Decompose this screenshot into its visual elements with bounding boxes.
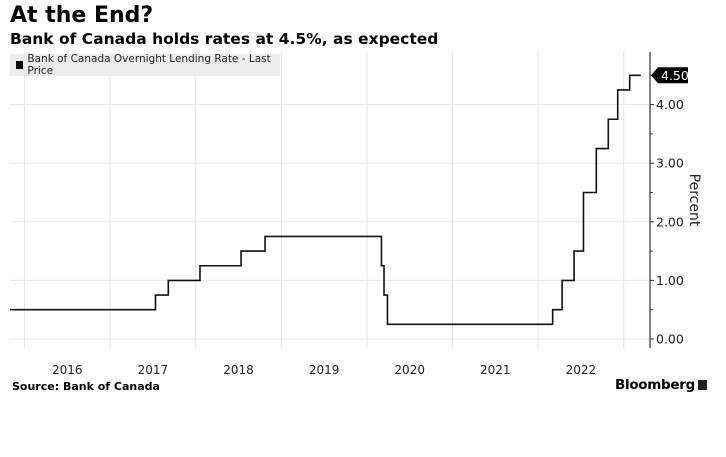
- legend-label: Bank of Canada Overnight Lending Rate - …: [27, 53, 271, 77]
- last-value-badge: [651, 67, 688, 84]
- x-tick-label: 2019: [309, 363, 340, 377]
- bloomberg-logo: Bloomberg: [615, 377, 707, 393]
- y-tick-label: 0.00: [656, 332, 684, 347]
- y-tick-label: 4.00: [656, 97, 684, 112]
- x-tick-label: 2020: [394, 363, 425, 377]
- bloomberg-terminal-icon: [697, 380, 707, 390]
- chart-title: At the End?: [10, 3, 154, 28]
- y-tick-label: 3.00: [656, 156, 684, 171]
- x-tick-label: 2018: [223, 363, 254, 377]
- x-tick-label: 2022: [566, 363, 597, 377]
- source-note: Source: Bank of Canada: [12, 380, 160, 393]
- last-value-label: 4.50: [661, 68, 689, 83]
- chart-subtitle: Bank of Canada holds rates at 4.5%, as e…: [10, 30, 439, 48]
- x-tick-label: 2021: [480, 363, 511, 377]
- y-tick-label: 2.00: [656, 214, 684, 229]
- brand-text: Bloomberg: [615, 377, 695, 393]
- x-tick-label: 2016: [52, 363, 83, 377]
- y-tick-label: 1.00: [656, 273, 684, 288]
- y-axis-label: Percent: [686, 174, 702, 227]
- legend-swatch-icon: [16, 61, 24, 69]
- x-tick-label: 2017: [138, 363, 169, 377]
- series-line: [9, 74, 641, 326]
- legend: Bank of Canada Overnight Lending Rate - …: [10, 53, 280, 77]
